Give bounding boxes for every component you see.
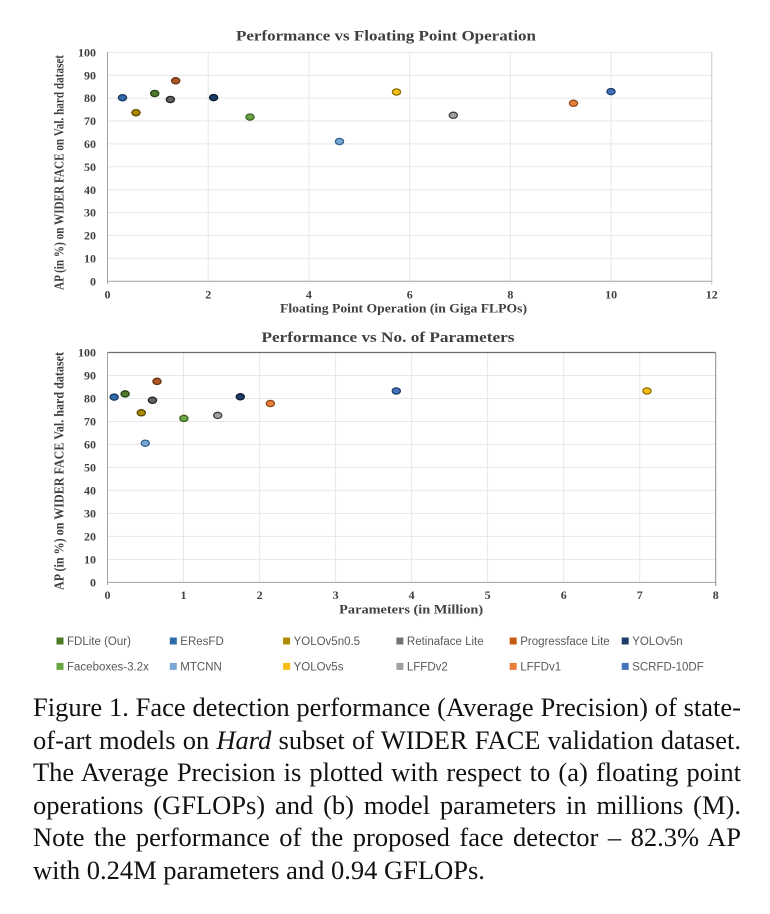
svg-text:90: 90 (84, 68, 96, 82)
svg-text:8: 8 (713, 588, 719, 602)
svg-text:70: 70 (84, 114, 96, 128)
svg-text:1: 1 (181, 588, 187, 602)
svg-text:EResFD: EResFD (180, 636, 223, 648)
svg-text:80: 80 (84, 91, 96, 105)
svg-text:SCRFD-10DF: SCRFD-10DF (632, 661, 704, 673)
svg-text:0: 0 (90, 576, 96, 590)
svg-text:YOLOv5n0.5: YOLOv5n0.5 (294, 636, 360, 648)
svg-text:2: 2 (257, 588, 263, 602)
svg-text:80: 80 (84, 392, 96, 406)
svg-text:2: 2 (205, 288, 211, 302)
svg-text:Retinaface Lite: Retinaface Lite (407, 636, 484, 648)
svg-text:5: 5 (485, 588, 491, 602)
svg-text:6: 6 (407, 288, 413, 302)
svg-text:AP (in %) on WIDER FACE Val. h: AP (in %) on WIDER FACE Val. hard datase… (52, 352, 67, 590)
svg-text:100: 100 (78, 45, 96, 59)
svg-text:20: 20 (84, 530, 96, 544)
svg-text:90: 90 (84, 369, 96, 383)
svg-text:Floating Point Operation (in G: Floating Point Operation (in Giga FLPOs) (280, 301, 527, 315)
svg-text:4: 4 (409, 588, 415, 602)
svg-text:Performance vs Floating Point: Performance vs Floating Point Operation (236, 29, 536, 45)
svg-text:LFFDv2: LFFDv2 (407, 661, 448, 673)
svg-text:0: 0 (105, 588, 111, 602)
svg-text:FDLite (Our): FDLite (Our) (67, 636, 131, 648)
svg-text:0: 0 (105, 288, 111, 302)
svg-text:10: 10 (84, 553, 96, 567)
svg-text:AP (in %) on WIDER FACE on Val: AP (in %) on WIDER FACE on Val. hard dat… (52, 55, 67, 290)
svg-text:20: 20 (84, 229, 96, 243)
svg-text:Performance vs No. of Paramete: Performance vs No. of Parameters (262, 330, 515, 346)
svg-text:40: 40 (84, 183, 96, 197)
svg-text:LFFDv1: LFFDv1 (520, 661, 561, 673)
svg-text:3: 3 (333, 588, 339, 602)
svg-text:YOLOv5n: YOLOv5n (632, 636, 683, 648)
svg-text:7: 7 (637, 588, 643, 602)
svg-text:100: 100 (78, 346, 96, 360)
svg-text:70: 70 (84, 415, 96, 429)
svg-text:30: 30 (84, 206, 96, 220)
svg-text:8: 8 (507, 288, 513, 302)
svg-text:MTCNN: MTCNN (180, 661, 222, 673)
svg-text:10: 10 (84, 252, 96, 266)
svg-text:Parameters (in Million): Parameters (in Million) (339, 602, 483, 616)
svg-text:4: 4 (306, 288, 312, 302)
svg-text:6: 6 (561, 588, 567, 602)
svg-text:10: 10 (605, 288, 617, 302)
svg-text:60: 60 (84, 438, 96, 452)
svg-text:40: 40 (84, 484, 96, 498)
svg-text:50: 50 (84, 160, 96, 174)
svg-text:12: 12 (706, 288, 718, 302)
svg-text:Faceboxes-3.2x: Faceboxes-3.2x (67, 661, 149, 673)
svg-text:YOLOv5s: YOLOv5s (294, 661, 344, 673)
svg-text:30: 30 (84, 507, 96, 521)
svg-text:Progressface Lite: Progressface Lite (520, 636, 610, 648)
svg-text:60: 60 (84, 137, 96, 151)
svg-text:50: 50 (84, 461, 96, 475)
svg-text:0: 0 (90, 274, 96, 288)
